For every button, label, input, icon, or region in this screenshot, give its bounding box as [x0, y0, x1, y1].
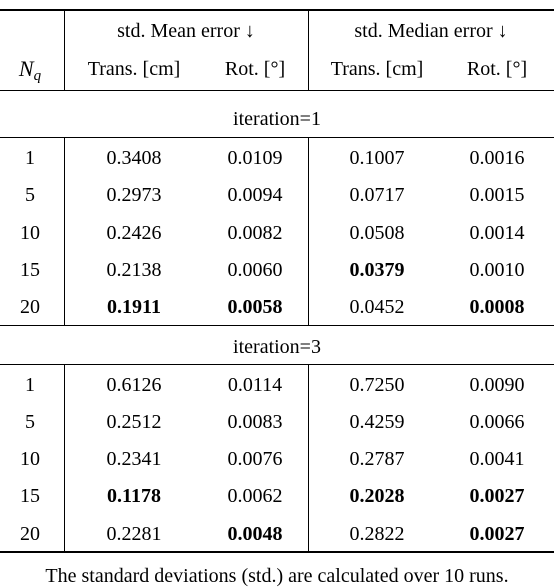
table-cell: 0.0094	[227, 184, 283, 206]
col-header-median-trans: Trans. [cm]	[330, 58, 424, 80]
row-header-main: N	[18, 56, 34, 81]
section1-rule	[0, 137, 554, 138]
table-cell: 0.0016	[469, 147, 525, 169]
group-header-mean: std. Mean error ↓	[117, 20, 255, 42]
table-cell: 0.0379	[349, 259, 405, 281]
row-label-nq: 1	[25, 374, 35, 396]
row-label-nq: 5	[25, 184, 35, 206]
row-label-nq: 15	[20, 485, 40, 507]
table-cell: 0.0015	[469, 184, 525, 206]
section2-rule	[0, 364, 554, 365]
table-cell: 0.2281	[106, 523, 162, 545]
group-header-median: std. Median error ↓	[354, 20, 508, 42]
table-cell: 0.0717	[349, 184, 405, 206]
row-label-nq: 10	[20, 448, 40, 470]
section-label-iteration-3: iteration=3	[233, 336, 321, 358]
table-cell: 0.2028	[349, 485, 405, 507]
table-cell: 0.2512	[106, 411, 162, 433]
table-cell: 0.0010	[469, 259, 525, 281]
col-header-median-rot: Rot. [°]	[466, 58, 528, 80]
col-header-mean-trans: Trans. [cm]	[87, 58, 181, 80]
section2-vline-left	[64, 365, 65, 551]
section1-vline-left	[64, 138, 65, 325]
bottom-rule	[0, 551, 554, 553]
table-cell: 0.0508	[349, 222, 405, 244]
table-cell: 0.1911	[107, 296, 161, 318]
row-label-nq: 20	[20, 296, 40, 318]
section2-top-rule	[0, 325, 554, 326]
table-cell: 0.0090	[469, 374, 525, 396]
table-cell: 0.0066	[469, 411, 525, 433]
header-vline-mid	[308, 11, 309, 90]
table-cell: 0.0452	[349, 296, 405, 318]
table-cell: 0.0048	[227, 523, 283, 545]
section2-vline-mid	[308, 365, 309, 551]
table-cell: 0.7250	[349, 374, 405, 396]
row-header-sub: q	[33, 68, 42, 84]
table-cell: 0.2787	[349, 448, 405, 470]
table-cell: 0.3408	[106, 147, 162, 169]
table-cell: 0.0008	[469, 296, 525, 318]
table-cell: 0.0027	[469, 485, 525, 507]
table-cell: 0.2822	[349, 523, 405, 545]
table-cell: 0.0058	[227, 296, 283, 318]
row-label-nq: 10	[20, 222, 40, 244]
table-cell: 0.2973	[106, 184, 162, 206]
table-cell: 0.2138	[106, 259, 162, 281]
table-cell: 0.2426	[106, 222, 162, 244]
section-label-iteration-1: iteration=1	[233, 108, 321, 130]
table-cell: 0.0014	[469, 222, 525, 244]
row-header-nq: Nq	[19, 58, 41, 84]
header-vline-left	[64, 11, 65, 90]
row-label-nq: 5	[25, 411, 35, 433]
header-rule	[0, 90, 554, 91]
table-footnote: The standard deviations (std.) are calcu…	[45, 565, 509, 587]
table-cell: 0.0076	[227, 448, 283, 470]
row-label-nq: 15	[20, 259, 40, 281]
table-cell: 0.0109	[227, 147, 283, 169]
row-label-nq: 1	[25, 147, 35, 169]
table-cell: 0.0027	[469, 523, 525, 545]
row-label-nq: 20	[20, 523, 40, 545]
table-cell: 0.2341	[106, 448, 162, 470]
table-cell: 0.0041	[469, 448, 525, 470]
table-cell: 0.0062	[227, 485, 283, 507]
top-rule	[0, 9, 554, 11]
table-cell: 0.0083	[227, 411, 283, 433]
table-cell: 0.6126	[106, 374, 162, 396]
table-cell: 0.1007	[349, 147, 405, 169]
table-cell: 0.1178	[107, 485, 161, 507]
table-cell: 0.0060	[227, 259, 283, 281]
table-cell: 0.0082	[227, 222, 283, 244]
col-header-mean-rot: Rot. [°]	[224, 58, 286, 80]
section1-vline-mid	[308, 138, 309, 325]
table-cell: 0.0114	[227, 374, 283, 396]
table-cell: 0.4259	[349, 411, 405, 433]
